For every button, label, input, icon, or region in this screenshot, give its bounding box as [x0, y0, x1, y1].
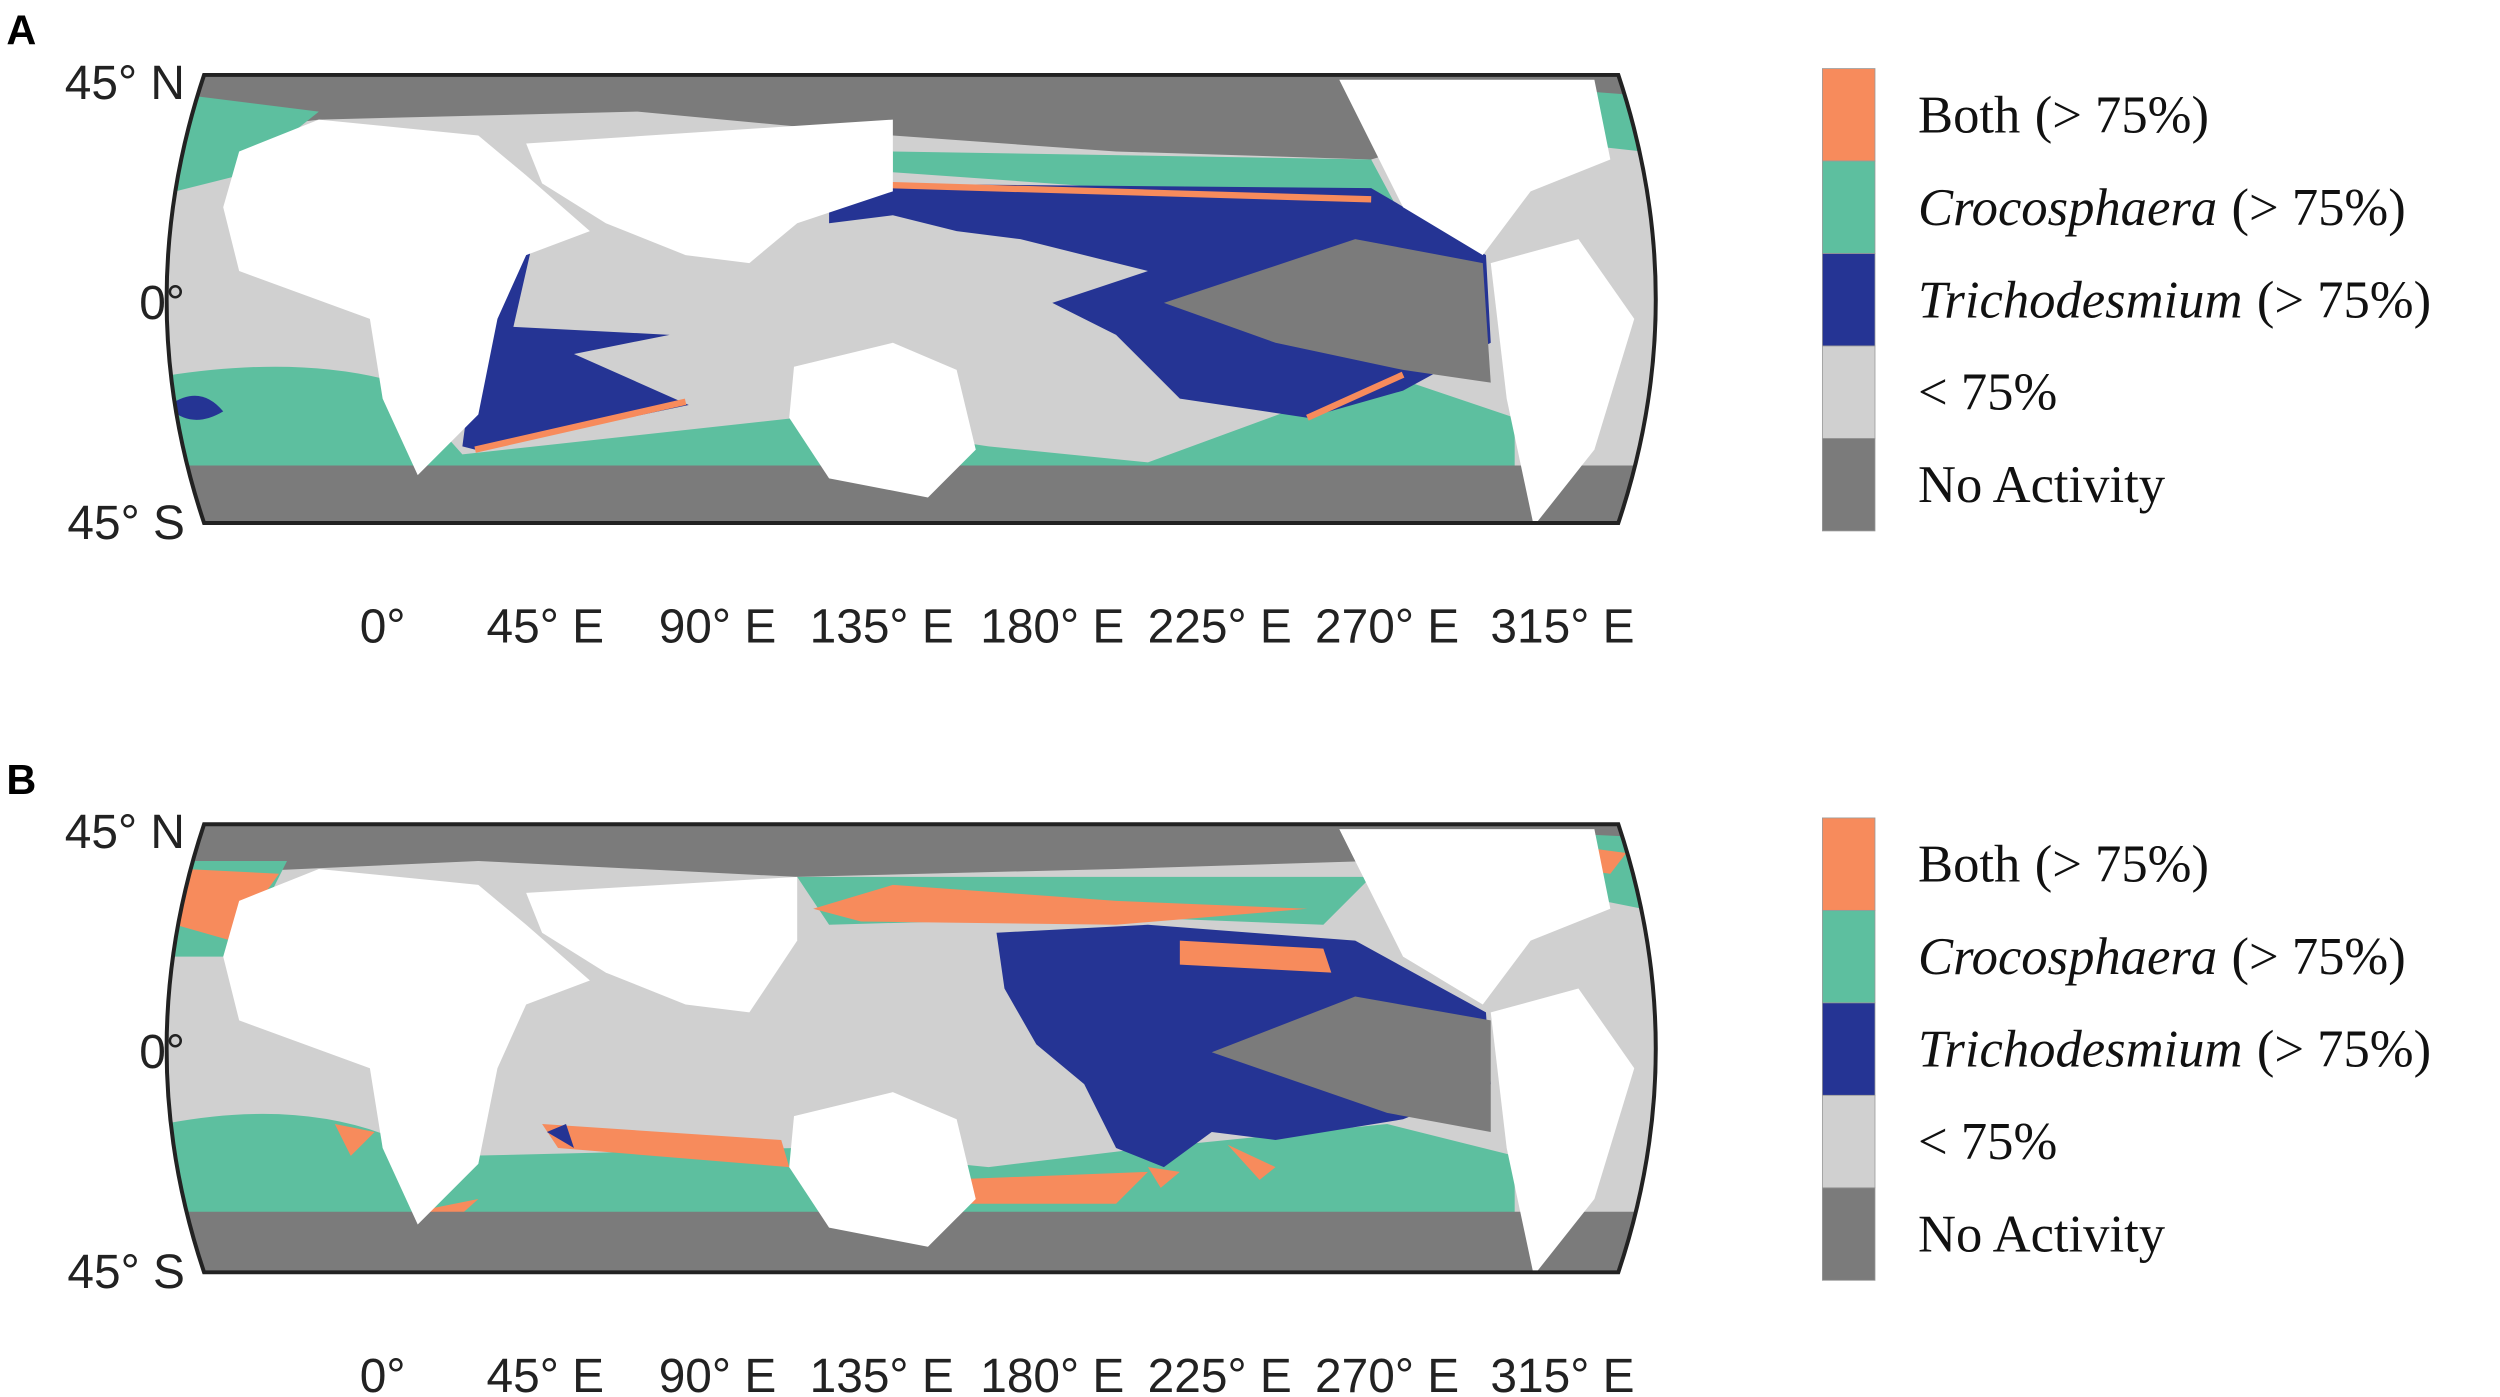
legend-swatch: [1821, 68, 1876, 162]
legend-label: < 75%: [1918, 1113, 2057, 1171]
legend-qualifier: (> 75%): [2035, 86, 2209, 144]
legend-name: < 75%: [1918, 1113, 2057, 1171]
lon-label: 225° E: [1148, 601, 1292, 654]
lat-label: 45° N: [65, 57, 185, 110]
legend-qualifier: (> 75%): [2257, 271, 2431, 329]
lon-label: 90° E: [659, 601, 777, 654]
lon-label: 0°: [360, 1350, 406, 1397]
legend-name: Trichodesmium: [1918, 271, 2242, 329]
panel-label: B: [6, 756, 36, 803]
legend-name: Both: [1918, 86, 2020, 144]
legend-label: Crocosphaera (> 75%): [1918, 928, 2406, 986]
lon-label: 225° E: [1148, 1350, 1292, 1397]
legend-swatch: [1821, 1002, 1876, 1096]
legend-swatch: [1821, 909, 1876, 1004]
legend-name: Both: [1918, 836, 2020, 894]
legend-name: Crocosphaera: [1918, 928, 2217, 986]
legend-label: < 75%: [1918, 364, 2057, 422]
lat-label: 45° S: [67, 497, 185, 550]
lon-label: 0°: [360, 601, 406, 654]
lon-label: 135° E: [810, 1350, 954, 1397]
lon-label: 270° E: [1315, 1350, 1459, 1397]
legend-swatch: [1821, 253, 1876, 347]
legend-label: Both (> 75%): [1918, 836, 2209, 894]
lon-label: 180° E: [980, 1350, 1124, 1397]
legend-qualifier: (> 75%): [2231, 928, 2405, 986]
panel-label: A: [6, 7, 36, 54]
lon-label: 180° E: [980, 601, 1124, 654]
legend-label: No Activity: [1918, 1206, 2166, 1264]
legend-name: < 75%: [1918, 364, 2057, 422]
legend-label: Crocosphaera (> 75%): [1918, 179, 2406, 237]
legend-label: No Activity: [1918, 456, 2166, 514]
legend-name: Trichodesmium: [1918, 1021, 2242, 1079]
legend-swatch: [1821, 817, 1876, 911]
lon-label: 270° E: [1315, 601, 1459, 654]
legend-label: Trichodesmium (> 75%): [1918, 1021, 2431, 1079]
legend-swatch: [1821, 1094, 1876, 1189]
legend-label: Both (> 75%): [1918, 86, 2209, 144]
legend-name: Crocosphaera: [1918, 179, 2217, 237]
lon-label: 90° E: [659, 1350, 777, 1397]
legend-swatch: [1821, 438, 1876, 532]
legend-qualifier: (> 75%): [2231, 179, 2405, 237]
lon-label: 45° E: [487, 601, 605, 654]
map-b: [164, 822, 1658, 1275]
legend-name: No Activity: [1918, 456, 2166, 514]
legend-swatch: [1821, 160, 1876, 254]
lat-label: 0°: [139, 277, 185, 330]
legend-name: No Activity: [1918, 1206, 2166, 1264]
lat-label: 0°: [139, 1026, 185, 1079]
legend-swatch: [1821, 345, 1876, 439]
legend-qualifier: (> 75%): [2035, 836, 2209, 894]
map-a: [164, 72, 1658, 525]
lat-label: 45° S: [67, 1246, 185, 1299]
lon-label: 315° E: [1490, 1350, 1634, 1397]
lat-label: 45° N: [65, 806, 185, 859]
legend-swatch: [1821, 1187, 1876, 1281]
lon-label: 315° E: [1490, 601, 1634, 654]
legend-qualifier: (> 75%): [2257, 1021, 2431, 1079]
lon-label: 135° E: [810, 601, 954, 654]
legend-label: Trichodesmium (> 75%): [1918, 271, 2431, 329]
lon-label: 45° E: [487, 1350, 605, 1397]
